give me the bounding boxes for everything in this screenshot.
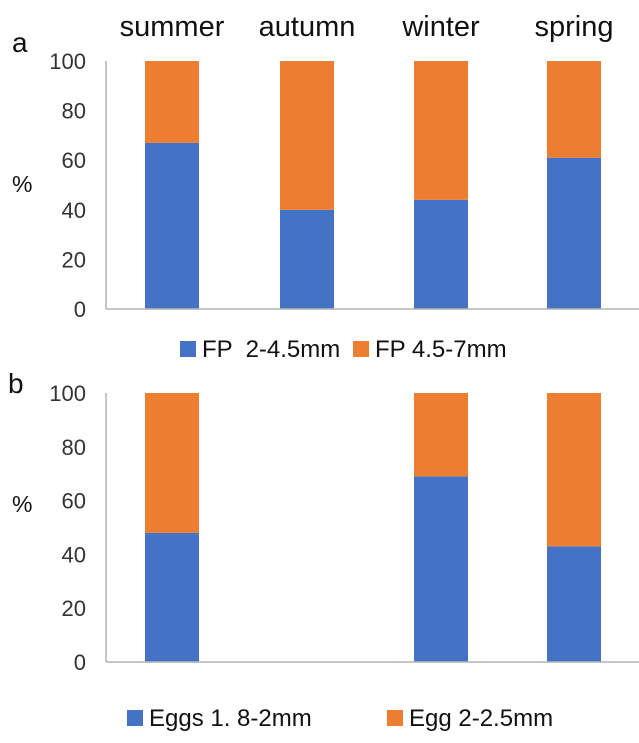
panel-b-y-axis-label: %	[12, 491, 32, 517]
season-label-summer: summer	[120, 11, 225, 43]
panel-a-bar-spring-series-1	[547, 157, 601, 309]
panel-b-bar-summer-series-1	[145, 532, 199, 662]
panel-b-legend-label-2: Egg 2-2.5mm	[409, 705, 553, 732]
panel-a-legend-label-1: FP 2-4.5mm	[202, 336, 340, 363]
panel-a-bar-winter-series-2	[414, 61, 468, 200]
panel-b-y-tick-label-100: 100	[49, 381, 86, 406]
panel-b-bar-winter-series-2	[414, 393, 468, 477]
panel-b-y-tick-label-80: 80	[62, 435, 86, 460]
panel-b-bar-spring-series-2	[547, 393, 601, 547]
panel-b-y-tick-label-20: 20	[62, 596, 86, 621]
panel-a-y-tick-label-20: 20	[62, 247, 86, 272]
panel-a-y-tick-label-100: 100	[49, 49, 86, 74]
panel-a-legend-swatch-1	[180, 341, 196, 357]
panel-b-label: b	[8, 368, 24, 399]
panel-a-y-tick-label-60: 60	[62, 148, 86, 173]
panel-a-legend-swatch-2	[353, 341, 369, 357]
panel-a-bar-spring-series-2	[547, 61, 601, 158]
panel-b-bar-spring-series-1	[547, 546, 601, 662]
panel-a-y-tick-label-80: 80	[62, 99, 86, 124]
panel-b-legend-label-1: Eggs 1. 8-2mm	[149, 705, 312, 732]
panel-a-legend-label-2: FP 4.5-7mm	[375, 336, 507, 363]
panel-a-y-tick-label-40: 40	[62, 198, 86, 223]
panel-b-legend-swatch-1	[127, 710, 143, 726]
panel-a-bar-autumn-series-1	[280, 209, 334, 309]
panel-a-y-axis-label: %	[12, 171, 32, 197]
panel-a-y-tick-label-0: 0	[74, 297, 86, 322]
season-label-winter: winter	[401, 11, 480, 43]
panel-b-y-tick-label-40: 40	[62, 542, 86, 567]
panel-a-bar-winter-series-1	[414, 199, 468, 309]
panel-b-y-tick-label-60: 60	[62, 489, 86, 514]
panel-a-label: a	[12, 27, 28, 58]
season-label-autumn: autumn	[259, 11, 356, 43]
season-label-spring: spring	[535, 11, 614, 43]
panel-a-bar-summer-series-2	[145, 61, 199, 143]
panel-a-bar-autumn-series-2	[280, 61, 334, 210]
panel-a-bar-summer-series-1	[145, 142, 199, 309]
panel-b-bar-winter-series-1	[414, 476, 468, 662]
panel-b-bar-summer-series-2	[145, 393, 199, 533]
panel-b-legend-swatch-2	[387, 710, 403, 726]
panel-b-y-tick-label-0: 0	[74, 650, 86, 675]
